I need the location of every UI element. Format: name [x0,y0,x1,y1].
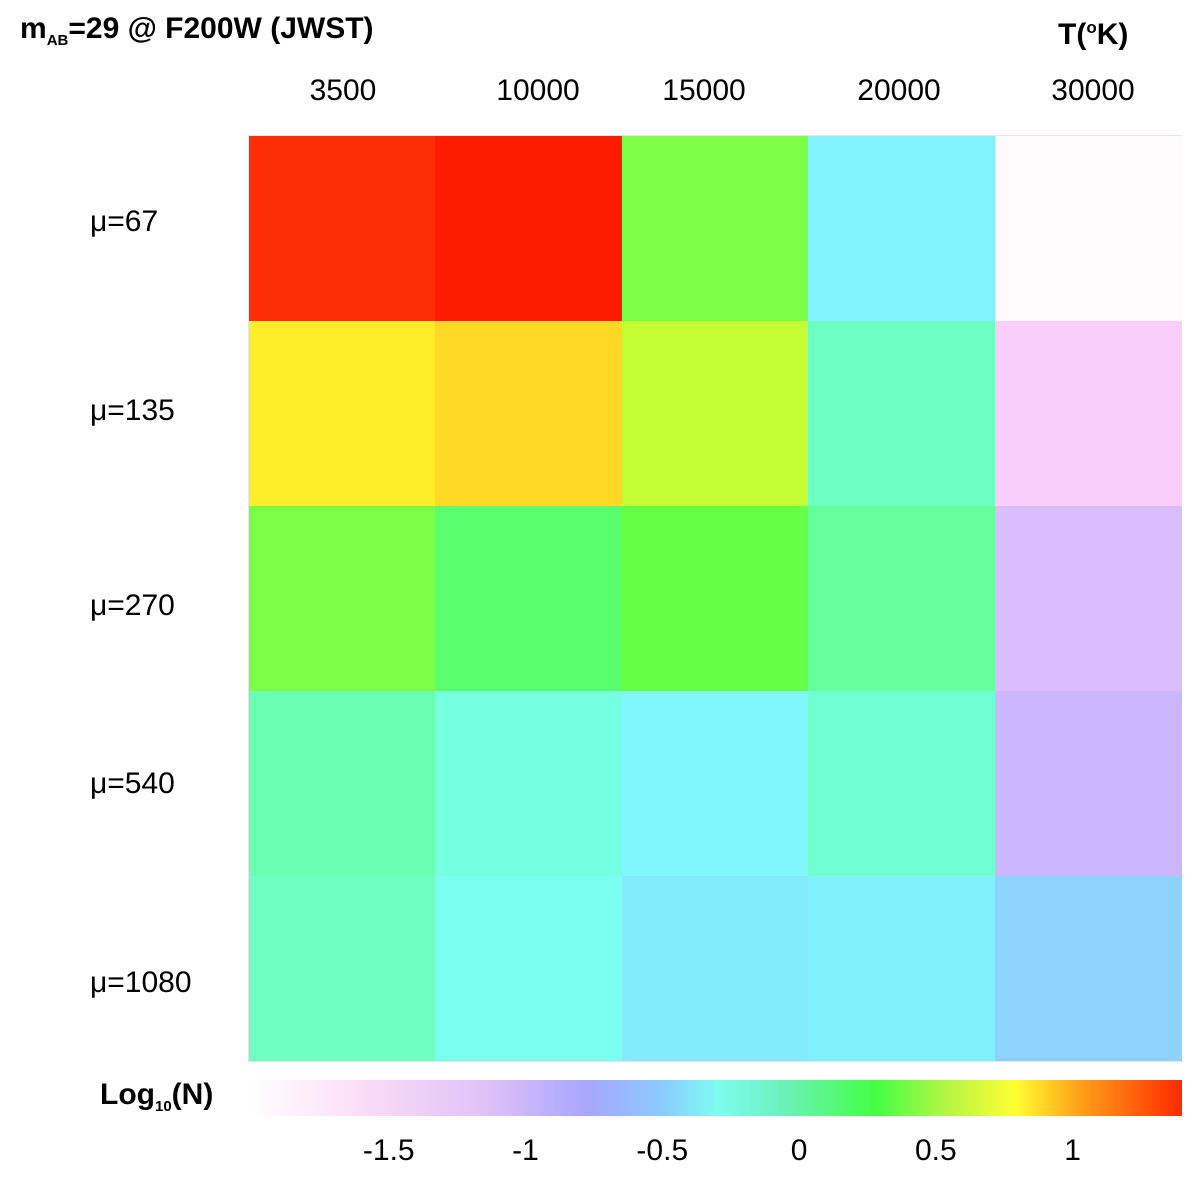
row-label: μ=135 [90,394,175,427]
heatmap-cell [435,321,623,506]
temperature-degree: o [1086,18,1097,37]
colorbar-tick-label: -0.5 [636,1134,689,1167]
heatmap-cell [435,136,623,321]
title-m: m [20,12,47,45]
temperature-base: T( [1058,18,1087,51]
heatmap-cell [808,321,996,506]
column-label: 30000 [1051,74,1135,107]
temperature-axis-title: T(oK) [1058,18,1128,52]
colorbar-tick-label: 0.5 [914,1134,957,1167]
heatmap-cell [994,136,1182,321]
column-label: 15000 [662,74,746,107]
heatmap-cell [435,691,623,876]
row-label: μ=270 [90,589,175,622]
heatmap-cell [994,321,1182,506]
title-rest: =29 @ F200W (JWST) [68,12,374,45]
heatmap-cell [621,136,809,321]
heatmap-cell [435,876,623,1061]
heatmap-cell [994,691,1182,876]
colorbar [252,1080,1182,1116]
heatmap-cell [249,321,436,506]
colorbar-title-subscript: 10 [154,1098,172,1115]
colorbar-tick-label: 0 [790,1134,808,1167]
heatmap-cell [808,506,996,691]
column-label: 10000 [496,74,580,107]
colorbar-tick-label: -1.5 [362,1134,415,1167]
heatmap-cell [621,876,809,1061]
row-label: μ=540 [90,767,175,800]
heatmap-cell [249,136,436,321]
title-subscript: AB [46,32,69,49]
heatmap-cell [249,876,436,1061]
heatmap-cell [435,506,623,691]
heatmap-cell [249,506,436,691]
colorbar-title-end: (N) [171,1078,214,1111]
heatmap-cell [808,691,996,876]
column-label: 20000 [857,74,941,107]
heatmap-cell [249,691,436,876]
heatmap-cell [621,321,809,506]
colorbar-tick-label: -1 [512,1134,539,1167]
row-label: μ=1080 [90,966,192,999]
heatmap-cell [994,506,1182,691]
colorbar-title: Log10(N) [100,1078,213,1115]
temperature-end: K) [1096,18,1129,51]
heatmap-cell [808,876,996,1061]
heatmap-cell [621,691,809,876]
column-label: 3500 [309,74,377,107]
colorbar-tick-label: 1 [1064,1134,1081,1167]
heatmap-grid [248,135,1182,1062]
colorbar-title-base: Log [100,1078,155,1111]
chart-title: mAB=29 @ F200W (JWST) [20,12,374,49]
row-label: μ=67 [90,205,159,238]
heatmap-cell [621,506,809,691]
heatmap-cell [808,136,996,321]
heatmap-cell [994,876,1182,1061]
